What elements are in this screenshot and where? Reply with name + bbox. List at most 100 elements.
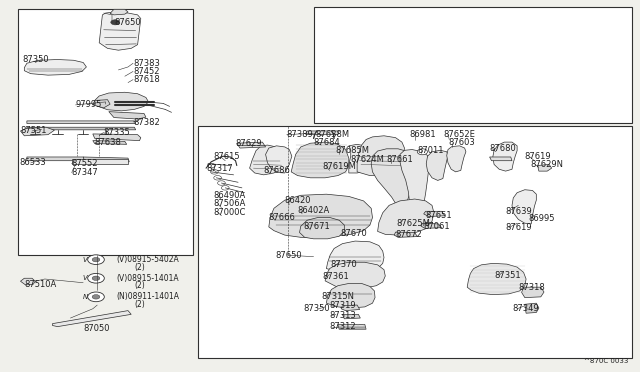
Text: 87317: 87317 xyxy=(206,164,233,173)
Polygon shape xyxy=(326,241,384,272)
Polygon shape xyxy=(291,142,349,178)
Polygon shape xyxy=(110,9,128,15)
Text: 86995: 86995 xyxy=(529,214,555,223)
Polygon shape xyxy=(300,218,344,239)
Circle shape xyxy=(88,292,104,302)
Polygon shape xyxy=(342,314,360,319)
Text: 87629N: 87629N xyxy=(530,160,563,169)
Polygon shape xyxy=(522,287,544,298)
Circle shape xyxy=(218,181,225,185)
Text: 87680: 87680 xyxy=(489,144,516,153)
Polygon shape xyxy=(426,150,448,180)
Text: 87638: 87638 xyxy=(95,138,122,147)
Text: 87313: 87313 xyxy=(329,311,356,320)
Polygon shape xyxy=(306,131,339,135)
Polygon shape xyxy=(72,159,128,164)
Polygon shape xyxy=(52,311,131,327)
Polygon shape xyxy=(237,142,266,148)
Text: 87315N: 87315N xyxy=(321,292,355,301)
Text: 87650: 87650 xyxy=(275,251,302,260)
Circle shape xyxy=(111,20,120,25)
Polygon shape xyxy=(338,324,366,329)
Polygon shape xyxy=(93,100,110,108)
Text: 87551: 87551 xyxy=(20,126,47,135)
Text: (2): (2) xyxy=(134,263,145,272)
Circle shape xyxy=(92,257,100,262)
Text: 87319: 87319 xyxy=(329,301,356,310)
Polygon shape xyxy=(109,112,146,119)
Text: 87312: 87312 xyxy=(329,322,356,331)
Polygon shape xyxy=(341,305,360,311)
Text: 87685M: 87685M xyxy=(335,146,369,155)
Polygon shape xyxy=(250,145,283,175)
Polygon shape xyxy=(400,150,429,205)
Polygon shape xyxy=(378,199,434,235)
Text: 87618: 87618 xyxy=(133,75,160,84)
Text: 87661: 87661 xyxy=(387,155,413,164)
Polygon shape xyxy=(424,211,445,217)
Text: N: N xyxy=(83,294,88,300)
Text: 87619M: 87619M xyxy=(323,162,356,171)
Text: 87050: 87050 xyxy=(83,324,109,333)
Text: 87351: 87351 xyxy=(494,271,521,280)
Polygon shape xyxy=(266,146,292,173)
Text: 87389: 87389 xyxy=(287,130,314,139)
Text: 87666: 87666 xyxy=(269,213,296,222)
Text: (2): (2) xyxy=(134,300,145,309)
Text: 87335: 87335 xyxy=(104,128,131,137)
Text: 87061: 87061 xyxy=(424,222,451,231)
Text: 87318: 87318 xyxy=(518,283,545,292)
Bar xyxy=(314,7,632,123)
Polygon shape xyxy=(20,127,54,136)
Polygon shape xyxy=(325,262,385,288)
Text: 86533: 86533 xyxy=(19,158,46,167)
Text: 87350: 87350 xyxy=(22,55,49,64)
Text: V: V xyxy=(83,275,88,281)
Circle shape xyxy=(92,295,100,299)
Polygon shape xyxy=(93,134,141,141)
Circle shape xyxy=(88,255,104,264)
Circle shape xyxy=(88,273,104,283)
Text: 87000C: 87000C xyxy=(214,208,246,217)
Text: 87639: 87639 xyxy=(506,207,532,216)
Text: 87603: 87603 xyxy=(448,138,475,147)
Text: 86981: 86981 xyxy=(410,130,436,139)
Text: 87684: 87684 xyxy=(314,138,340,147)
Text: 87652E: 87652E xyxy=(443,130,475,139)
Text: 87672: 87672 xyxy=(396,230,422,239)
Text: 87383: 87383 xyxy=(133,59,160,68)
Polygon shape xyxy=(24,60,86,75)
Text: 87452: 87452 xyxy=(133,67,159,76)
Circle shape xyxy=(221,186,229,190)
Polygon shape xyxy=(27,157,86,161)
Text: 87624M: 87624M xyxy=(351,155,385,164)
Text: 87629: 87629 xyxy=(236,139,262,148)
Text: 87347: 87347 xyxy=(72,168,99,177)
Text: (V)08915-5402A: (V)08915-5402A xyxy=(116,255,179,264)
Text: 87552: 87552 xyxy=(72,159,98,168)
Text: 87382: 87382 xyxy=(133,118,160,126)
Polygon shape xyxy=(349,144,371,173)
Polygon shape xyxy=(525,303,539,313)
Text: 87625M: 87625M xyxy=(397,219,431,228)
Text: 87506A: 87506A xyxy=(214,199,246,208)
Text: V: V xyxy=(83,257,88,263)
Text: 87650: 87650 xyxy=(114,18,141,27)
Text: 87510A: 87510A xyxy=(24,280,56,289)
Text: (V)08915-1401A: (V)08915-1401A xyxy=(116,274,179,283)
Polygon shape xyxy=(93,141,127,144)
Polygon shape xyxy=(326,283,375,308)
Polygon shape xyxy=(421,223,442,228)
Circle shape xyxy=(92,276,100,280)
Text: 87686: 87686 xyxy=(264,166,291,175)
Text: 86420: 86420 xyxy=(284,196,310,205)
Text: 87671: 87671 xyxy=(303,222,330,231)
Text: 87349: 87349 xyxy=(512,304,539,313)
Text: 87619: 87619 xyxy=(506,223,532,232)
Text: 86490A: 86490A xyxy=(214,191,246,200)
Text: (2): (2) xyxy=(134,281,145,290)
Polygon shape xyxy=(99,12,141,50)
Text: 97995: 97995 xyxy=(76,100,102,109)
Bar xyxy=(198,126,632,358)
Text: 87011: 87011 xyxy=(417,146,444,155)
